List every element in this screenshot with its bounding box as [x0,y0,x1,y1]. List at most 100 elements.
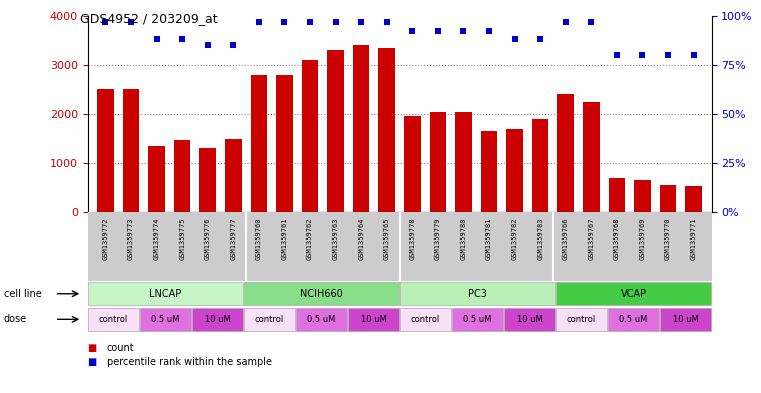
Bar [296,308,347,331]
Bar [244,282,399,305]
Text: LNCAP: LNCAP [149,289,182,299]
Text: 0.5 uM: 0.5 uM [619,315,648,324]
Bar [353,45,370,212]
Point [380,18,393,25]
Bar [660,308,711,331]
Bar [583,102,600,212]
Text: GSM1359782: GSM1359782 [511,218,517,260]
Bar [97,90,113,212]
Point [279,18,291,25]
Bar [686,186,702,212]
Bar [429,112,446,212]
Bar [327,50,344,212]
Text: GSM1359768: GSM1359768 [614,218,620,260]
Text: GSM1359766: GSM1359766 [563,218,568,260]
Point [151,36,163,42]
Point [508,36,521,42]
Text: count: count [107,343,134,353]
Text: 10 uM: 10 uM [361,315,387,324]
Text: GSM1359776: GSM1359776 [205,218,211,260]
Bar [452,308,503,331]
Bar [301,60,318,212]
Bar [556,282,711,305]
Text: 10 uM: 10 uM [517,315,543,324]
Text: control: control [255,315,284,324]
Point [534,36,546,42]
Text: percentile rank within the sample: percentile rank within the sample [107,356,272,367]
Bar [609,178,626,212]
Text: GSM1359772: GSM1359772 [103,218,108,260]
Point [202,42,214,48]
Text: GSM1359779: GSM1359779 [435,218,441,260]
Point [687,52,699,58]
Bar [148,146,165,212]
Text: 0.5 uM: 0.5 uM [151,315,180,324]
Bar [556,308,607,331]
Point [431,28,444,35]
Point [176,36,188,42]
Point [355,18,368,25]
Text: ■: ■ [88,343,100,353]
Text: 10 uM: 10 uM [673,315,699,324]
Point [636,52,648,58]
Bar [558,94,574,212]
Bar [276,75,293,212]
Bar [404,116,421,212]
Text: GSM1359773: GSM1359773 [128,218,134,260]
Bar [504,308,555,331]
Bar [199,148,216,212]
Bar [400,308,451,331]
Text: GSM1359763: GSM1359763 [333,218,339,260]
Text: GSM1359771: GSM1359771 [691,218,696,260]
Bar [532,119,549,212]
Bar [634,180,651,212]
Point [125,18,137,25]
Text: 10 uM: 10 uM [205,315,231,324]
Text: GSM1359764: GSM1359764 [358,218,365,260]
Bar [348,308,399,331]
Point [585,18,597,25]
Text: NCIH660: NCIH660 [300,289,343,299]
Point [406,28,419,35]
Text: VCAP: VCAP [620,289,647,299]
Bar [506,129,523,212]
Text: control: control [567,315,596,324]
Bar [455,112,472,212]
Bar [608,308,659,331]
Point [457,28,470,35]
Text: dose: dose [4,314,27,324]
Text: GSM1359765: GSM1359765 [384,218,390,260]
Text: ■: ■ [88,356,100,367]
Bar [250,75,267,212]
Point [330,18,342,25]
Text: GSM1359767: GSM1359767 [588,218,594,260]
Point [100,18,112,25]
Point [253,18,265,25]
Bar [192,308,243,331]
Bar [174,140,190,212]
Point [228,42,240,48]
Point [559,18,572,25]
Bar [88,308,139,331]
Text: GSM1359760: GSM1359760 [256,218,262,260]
Bar [123,90,139,212]
Point [611,52,623,58]
Bar [88,282,243,305]
Text: GSM1359783: GSM1359783 [537,218,543,260]
Text: control: control [411,315,440,324]
Bar [378,48,395,212]
Bar [140,308,191,331]
Text: cell line: cell line [4,289,42,299]
Bar [481,131,498,212]
Text: GSM1359774: GSM1359774 [154,218,160,260]
Text: GSM1359769: GSM1359769 [639,218,645,260]
Text: control: control [99,315,128,324]
Text: GSM1359780: GSM1359780 [460,218,466,260]
Text: GSM1359775: GSM1359775 [179,218,185,260]
Text: GSM1359777: GSM1359777 [231,218,236,260]
Text: 0.5 uM: 0.5 uM [463,315,492,324]
Bar [660,185,677,212]
Point [483,28,495,35]
Bar [400,282,555,305]
Text: 0.5 uM: 0.5 uM [307,315,336,324]
